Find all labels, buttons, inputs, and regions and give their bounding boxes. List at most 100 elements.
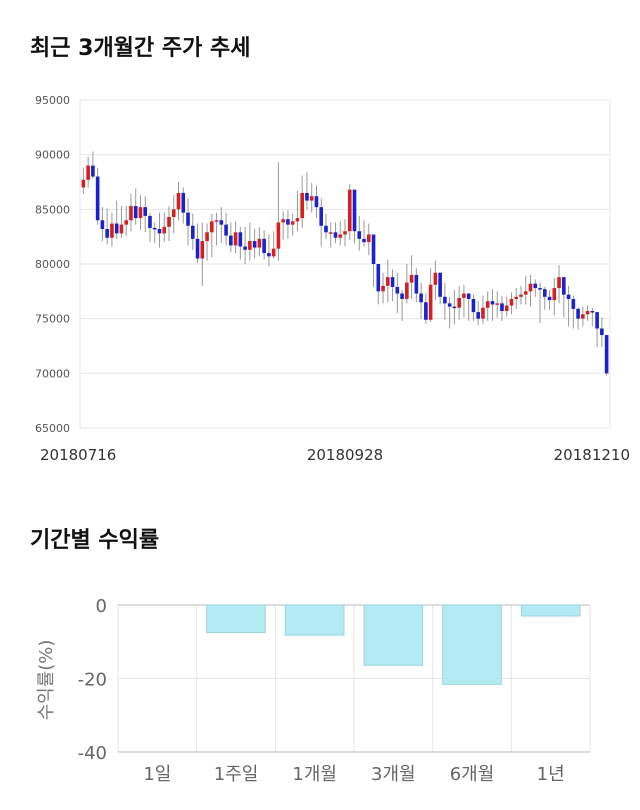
y-tick-label: 90000 — [35, 149, 70, 162]
candle-body — [466, 293, 471, 299]
y-tick-label: 65000 — [35, 422, 70, 435]
candle-body — [314, 196, 319, 208]
candle-body — [571, 298, 576, 309]
candle-body — [552, 288, 557, 301]
candle-body — [276, 222, 281, 249]
candle-body — [514, 296, 519, 299]
candle-body — [566, 294, 571, 299]
candle-body — [181, 192, 186, 213]
candle-body — [100, 220, 105, 230]
x-tick-label: 20181210 — [554, 446, 630, 464]
candle-body — [286, 219, 290, 225]
candle-body — [409, 274, 414, 283]
candle-body — [371, 234, 376, 264]
return-bar — [520, 604, 581, 617]
candle-body — [133, 206, 138, 219]
candle-body — [585, 311, 590, 315]
candle-body — [309, 196, 314, 201]
candle-body — [248, 241, 252, 250]
candle-body — [590, 311, 595, 313]
candle-body — [229, 235, 233, 246]
candle-body — [471, 298, 476, 313]
candle-body — [523, 291, 528, 295]
candle-body — [509, 298, 514, 306]
candle-body — [557, 277, 561, 289]
candle-body — [138, 207, 143, 219]
candle-body — [162, 226, 167, 234]
candle-body — [295, 218, 300, 222]
candle-body — [205, 232, 209, 242]
candle-body — [562, 277, 566, 295]
candle-body — [381, 285, 385, 292]
x-tick-label: 1주일 — [214, 764, 259, 785]
candle-body — [457, 297, 461, 308]
candle-body — [143, 207, 148, 216]
candle-body — [500, 303, 504, 312]
candle-body — [414, 274, 419, 294]
candle-body — [148, 215, 152, 228]
y-tick-label: 0 — [96, 596, 107, 617]
candle-body — [233, 232, 238, 246]
candle-body — [490, 301, 495, 305]
candle-body — [542, 289, 547, 297]
return-bar — [363, 604, 424, 666]
candle-body — [538, 288, 542, 290]
candle-body — [119, 224, 124, 234]
candle-body — [214, 220, 219, 222]
candle-body — [576, 308, 580, 319]
x-tick-label: 20180928 — [307, 446, 383, 464]
candle-body — [252, 241, 257, 248]
candle-body — [433, 272, 438, 285]
candle-body — [424, 302, 428, 320]
candle-body — [366, 234, 371, 243]
y-tick-label: -20 — [78, 670, 107, 691]
candle-body — [290, 221, 295, 225]
y-tick-label: -40 — [78, 743, 107, 764]
candle-body — [157, 229, 162, 234]
y-tick-label: 75000 — [35, 313, 70, 326]
candle-body — [376, 264, 381, 292]
candle-body — [600, 328, 604, 336]
candle-body — [105, 229, 109, 238]
candle-body — [390, 277, 395, 287]
candle-body — [338, 234, 343, 238]
candle-body — [200, 241, 205, 259]
candle-body — [238, 232, 243, 247]
candle-body — [462, 293, 466, 298]
candle-body — [352, 189, 357, 232]
candle-body — [428, 284, 433, 320]
candle-body — [190, 225, 195, 239]
candle-body — [91, 165, 95, 177]
x-tick-label: 3개월 — [371, 764, 416, 785]
candle-body — [519, 294, 523, 297]
candle-body — [129, 206, 133, 221]
candle-body — [124, 220, 128, 225]
y-tick-label: 85000 — [35, 203, 70, 216]
x-tick-label: 6개월 — [450, 764, 495, 785]
candle-body — [152, 227, 157, 230]
candle-body — [528, 283, 533, 292]
x-tick-label: 1일 — [143, 764, 171, 785]
candle-body — [547, 296, 552, 301]
candle-body — [333, 232, 338, 238]
candle-body — [324, 225, 328, 233]
x-tick-label: 1년 — [537, 764, 565, 785]
candle-body — [347, 189, 352, 232]
candle-body — [110, 223, 114, 238]
candle-body — [495, 303, 500, 305]
return-bar — [206, 604, 266, 634]
candle-body — [443, 296, 447, 304]
candle-body — [485, 301, 490, 308]
period-returns-title: 기간별 수익률 — [30, 528, 160, 553]
candle-body — [267, 253, 271, 257]
candle-body — [343, 231, 347, 235]
candle-body — [243, 246, 247, 250]
candle-body — [476, 312, 480, 319]
candle-body — [438, 272, 442, 297]
candle-body — [357, 231, 362, 239]
candle-body — [305, 192, 309, 201]
candle-body — [176, 192, 181, 210]
candle-body — [604, 335, 609, 374]
y-axis-label: 수익률(%) — [36, 640, 57, 721]
